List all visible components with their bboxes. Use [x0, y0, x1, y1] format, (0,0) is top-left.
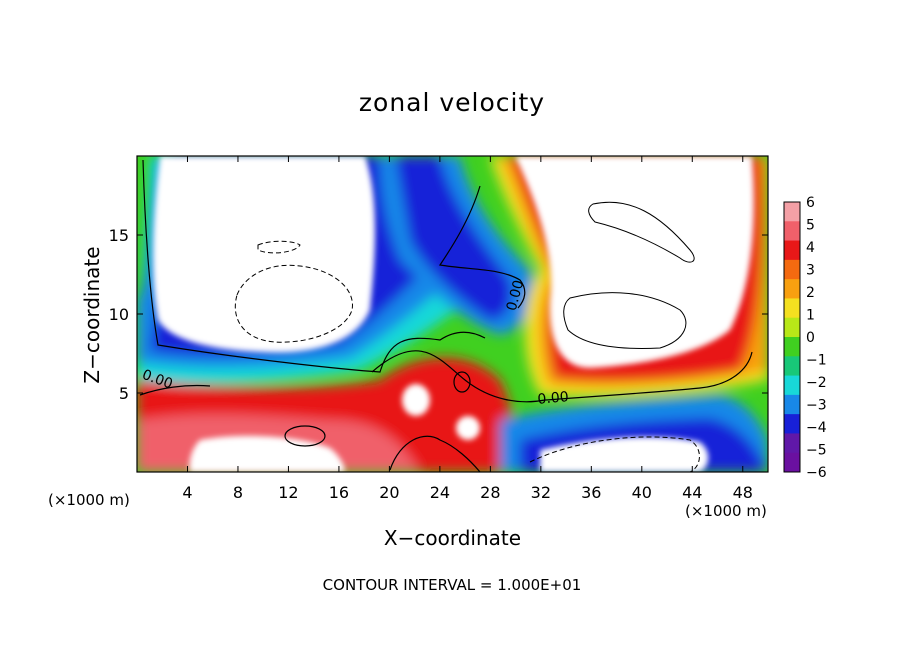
x-tick-label: 36: [581, 483, 601, 502]
colorbar-label: −2: [806, 375, 827, 391]
colorbar-swatch: [784, 394, 800, 415]
colorbar-swatch: [784, 414, 800, 434]
x-tick-label: 8: [233, 483, 243, 502]
x-tick-label: 20: [379, 483, 399, 502]
colorbar: 6 5 4 3 2 1 0 −1 −2 −3 −4 −5 −6: [783, 195, 827, 481]
colorbar-swatch: [784, 240, 800, 261]
colorbar-label: 2: [806, 285, 815, 301]
velocity-field: [137, 156, 768, 472]
x-tick-label: 24: [430, 483, 450, 502]
x-tick-label: 44: [682, 483, 702, 502]
y-axis-label: Z−coordinate: [80, 246, 104, 384]
colorbar-label: 5: [806, 218, 815, 234]
x-axis: 4 8 12 16 20 24 28 32 36 40 44 48: [182, 156, 753, 502]
colorbar-label: 0: [806, 330, 815, 346]
x-tick-label: 28: [480, 483, 500, 502]
x-tick-label: 40: [632, 483, 652, 502]
x-tick-label: 4: [182, 483, 192, 502]
chart-title: zonal velocity: [358, 88, 546, 117]
colorbar-swatch: [784, 452, 800, 473]
colorbar-label: −3: [806, 398, 827, 414]
contour-label: 0.00: [504, 278, 528, 312]
x-tick-label: 12: [278, 483, 298, 502]
x-tick-label: 32: [531, 483, 551, 502]
colorbar-label: −5: [806, 443, 827, 459]
colorbar-swatch: [784, 202, 800, 222]
colorbar-swatch: [784, 221, 800, 242]
contour-interval-note: CONTOUR INTERVAL = 1.000E+01: [322, 576, 582, 594]
y-scale-note: (×1000 m): [48, 491, 130, 509]
colorbar-swatch: [784, 337, 800, 357]
x-tick-label: 48: [733, 483, 753, 502]
colorbar-label: 1: [806, 308, 815, 324]
contour-label: 0.00: [537, 389, 569, 408]
x-tick-label: 16: [329, 483, 349, 502]
colorbar-label: −1: [806, 353, 827, 369]
y-tick-label: 5: [119, 384, 129, 403]
colorbar-label: −4: [806, 420, 827, 436]
colorbar-swatch: [784, 375, 800, 396]
colorbar-swatch: [784, 356, 800, 377]
x-scale-note: (×1000 m): [685, 502, 767, 520]
colorbar-swatch: [784, 317, 800, 338]
colorbar-swatch: [784, 433, 800, 454]
y-axis: 5 10 15: [109, 226, 768, 403]
colorbar-swatch: [784, 259, 800, 280]
y-tick-label: 15: [109, 226, 129, 245]
colorbar-swatch: [784, 279, 800, 299]
colorbar-label: −6: [806, 465, 827, 481]
colorbar-swatch: [784, 298, 800, 319]
colorbar-label: 4: [806, 240, 815, 256]
colorbar-frame: [783, 201, 801, 473]
x-axis-label: X−coordinate: [383, 526, 522, 550]
y-tick-label: 10: [109, 305, 129, 324]
colorbar-label: 3: [806, 263, 815, 279]
colorbar-label: 6: [806, 195, 815, 211]
